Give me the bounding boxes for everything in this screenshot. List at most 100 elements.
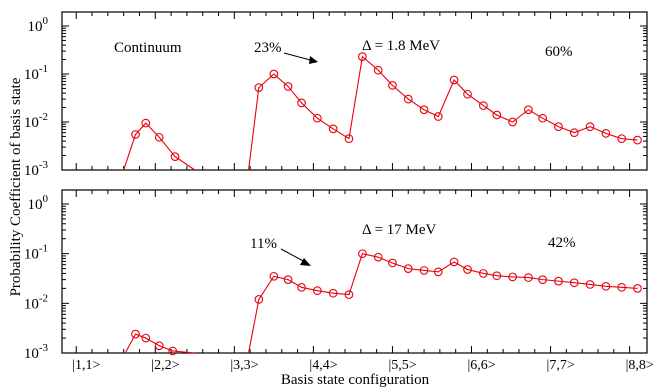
data-point xyxy=(449,257,459,267)
data-point xyxy=(373,65,383,75)
bottom-peak-label: 11% xyxy=(250,236,277,252)
top-delta-label: Δ = 1.8 MeV xyxy=(362,38,440,54)
data-point xyxy=(554,122,563,132)
data-point xyxy=(633,135,642,145)
data-point xyxy=(328,124,338,134)
data-point xyxy=(569,278,579,288)
y-tick-label: 10-2 xyxy=(24,111,48,131)
x-tick-label: |7,7> xyxy=(547,358,575,373)
top-x-ticks xyxy=(75,12,631,170)
data-point xyxy=(170,152,180,161)
data-point xyxy=(538,113,547,123)
bottom-x-ticks xyxy=(75,190,631,353)
data-point xyxy=(508,117,517,127)
y-axis-label: Probability Coefficient of basis state xyxy=(8,77,24,296)
data-point xyxy=(154,341,164,351)
data-point xyxy=(585,122,595,132)
x-tick-label: |6,6> xyxy=(468,358,496,373)
data-point xyxy=(524,273,533,282)
data-point xyxy=(254,83,264,92)
series-line xyxy=(123,122,196,171)
data-point xyxy=(492,110,502,120)
top-fraction-label: 60% xyxy=(545,44,573,60)
x-axis-label: Basis state configuration xyxy=(281,372,430,388)
data-point xyxy=(492,271,502,281)
top-peak-label: 23% xyxy=(254,40,282,56)
data-point xyxy=(344,134,354,143)
data-point xyxy=(449,75,459,85)
series-line xyxy=(248,55,638,171)
data-point xyxy=(617,134,627,143)
data-point xyxy=(131,329,140,339)
data-point xyxy=(358,249,367,259)
x-tick-label: |3,3> xyxy=(230,358,258,373)
data-point xyxy=(403,94,413,104)
data-point xyxy=(433,112,443,121)
top-series xyxy=(123,52,642,171)
x-tick-labels: |1,1> |2,2> |3,3> |4,4> |5,5> |6,6> |7,7> |8,8> xyxy=(72,358,654,373)
y-tick-label: 100 xyxy=(28,193,49,213)
data-point xyxy=(538,275,547,284)
bottom-delta-label: Δ = 17 MeV xyxy=(362,222,437,238)
data-point xyxy=(433,267,443,277)
data-point xyxy=(373,252,383,262)
data-point xyxy=(479,269,488,278)
bottom-series xyxy=(124,249,642,356)
data-point xyxy=(585,280,595,289)
data-point xyxy=(269,271,279,281)
data-point xyxy=(479,101,488,110)
bottom-panel-frame xyxy=(61,189,648,354)
x-tick-label: |5,5> xyxy=(388,358,416,373)
top-continuum-label: Continuum xyxy=(114,40,182,56)
data-point xyxy=(524,105,533,115)
bottom-y-ticks: 100 10-1 10-2 10-3 xyxy=(24,193,647,362)
data-point xyxy=(508,272,517,282)
data-point xyxy=(419,105,429,115)
top-panel-frame xyxy=(61,11,648,171)
data-point xyxy=(269,69,279,79)
top-y-ticks: 100 10-1 10-2 10-3 xyxy=(24,15,647,179)
data-point xyxy=(358,52,367,61)
data-point xyxy=(388,81,397,90)
series-line xyxy=(248,253,638,354)
y-tick-label: 10-1 xyxy=(24,63,48,83)
bottom-panel: 100 10-1 10-2 10-3 11% Δ = 17 MeV 42% xyxy=(24,189,648,362)
y-tick-label: 10-3 xyxy=(24,342,49,362)
x-tick-label: |2,2> xyxy=(151,358,179,373)
y-tick-label: 10-2 xyxy=(24,292,48,312)
data-point xyxy=(463,265,472,274)
data-point xyxy=(601,281,611,291)
bottom-peak-arrow xyxy=(280,248,311,266)
data-point xyxy=(463,89,472,99)
data-point xyxy=(297,98,306,108)
data-point xyxy=(569,128,579,137)
top-panel: 100 10-1 10-2 10-3 Continuum 23% Δ = 1.8 Me… xyxy=(24,11,648,179)
y-tick-label: 10-3 xyxy=(24,159,49,179)
data-point xyxy=(403,264,413,273)
top-peak-arrow xyxy=(283,52,318,64)
data-point xyxy=(154,132,164,142)
data-point xyxy=(328,288,338,298)
data-point xyxy=(617,282,627,292)
data-point xyxy=(633,284,642,293)
data-point xyxy=(141,333,151,343)
bottom-fraction-label: 42% xyxy=(548,235,576,251)
data-point xyxy=(312,113,322,123)
data-point xyxy=(419,266,429,275)
data-point xyxy=(344,290,354,299)
x-tick-label: |1,1> xyxy=(72,358,100,373)
x-tick-label: |4,4> xyxy=(309,358,337,373)
data-point xyxy=(388,258,397,268)
data-point xyxy=(254,295,264,304)
data-point xyxy=(283,82,293,91)
data-point xyxy=(312,286,322,296)
data-point xyxy=(168,346,178,356)
data-point xyxy=(131,130,140,139)
data-point xyxy=(297,282,306,292)
data-point xyxy=(141,118,151,128)
y-tick-label: 100 xyxy=(28,15,49,35)
series-line xyxy=(124,333,195,354)
y-tick-label: 10-1 xyxy=(24,243,48,263)
data-point xyxy=(283,275,293,284)
